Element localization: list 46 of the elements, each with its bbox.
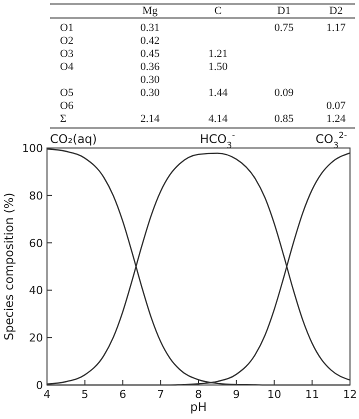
- category-label: O4: [60, 61, 74, 73]
- series-label: CO₂(aq): [50, 132, 97, 146]
- category-label: Σ: [60, 113, 66, 125]
- x-tick-label: 12: [343, 388, 357, 401]
- x-tick-label: 11: [305, 388, 320, 401]
- category-label: O5: [60, 87, 74, 99]
- x-tick-label: 10: [267, 388, 282, 401]
- y-tick-label: 80: [29, 189, 43, 202]
- x-tick-label: 4: [44, 388, 50, 401]
- category-label: D2: [329, 5, 343, 17]
- text: 0.75: [274, 22, 294, 34]
- text: 1.50: [208, 61, 228, 73]
- category-label: O2: [60, 35, 74, 47]
- category-label: O3: [60, 48, 74, 60]
- x-tick-label: 7: [157, 388, 164, 401]
- category-label: O6: [60, 100, 74, 112]
- x-tick-label: 8: [195, 388, 202, 401]
- y-tick-label: 20: [29, 332, 43, 345]
- y-tick-label: 60: [29, 236, 43, 250]
- text: 0.42: [140, 35, 160, 47]
- category-label: C: [214, 5, 222, 17]
- text: 4.14: [208, 113, 228, 125]
- category-label: D1: [277, 5, 291, 17]
- category-label: O1: [60, 22, 74, 34]
- y-tick-label: 0: [36, 379, 43, 392]
- text: 1.24: [326, 113, 346, 125]
- text: 1.21: [208, 48, 228, 60]
- text: 0.30: [140, 87, 160, 99]
- x-axis-title: pH: [190, 400, 207, 414]
- x-tick-label: 5: [81, 388, 88, 401]
- text: 0.45: [140, 48, 160, 60]
- x-tick-label: 9: [232, 388, 240, 401]
- x-tick-label: 6: [119, 388, 126, 401]
- y-tick-label: 100: [22, 142, 43, 155]
- text: 1.17: [326, 22, 346, 34]
- y-tick-label: 40: [29, 284, 43, 298]
- text: 0.85: [274, 113, 294, 125]
- text: 1.44: [208, 87, 228, 99]
- y-axis-title: Species composition (%): [2, 192, 16, 340]
- text: 0.31: [140, 22, 160, 34]
- category-label: Mg: [142, 5, 158, 17]
- text: 0.30: [140, 74, 160, 86]
- text: 0.09: [274, 87, 294, 99]
- text: 0.36: [140, 61, 160, 73]
- text: 0.07: [326, 100, 346, 112]
- text: 2.14: [140, 113, 160, 125]
